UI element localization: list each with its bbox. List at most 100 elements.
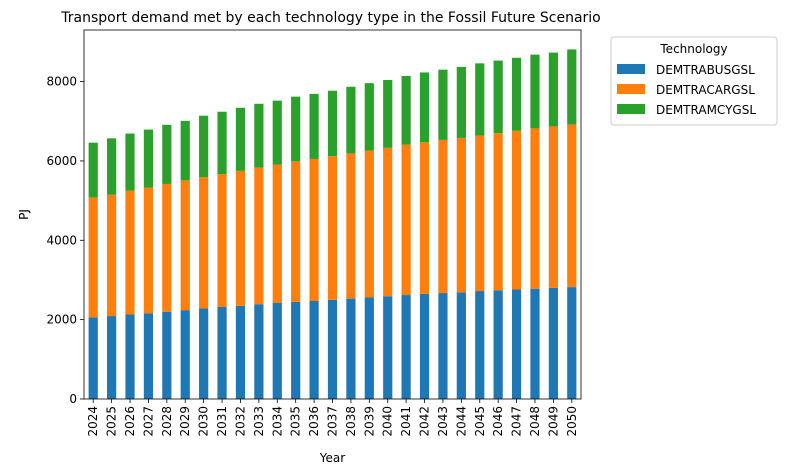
y-tick-label: 6000 xyxy=(46,154,77,168)
bar-demtrabusgsl-2035 xyxy=(291,301,301,399)
bar-demtramcygsl-2046 xyxy=(493,60,503,134)
bar-demtrabusgsl-2029 xyxy=(180,310,190,399)
bar-demtramcygsl-2036 xyxy=(309,93,319,159)
bar-demtrabusgsl-2037 xyxy=(327,299,338,399)
bar-demtrabusgsl-2040 xyxy=(383,296,393,399)
bar-demtramcygsl-2035 xyxy=(291,96,301,162)
bar-demtrabusgsl-2031 xyxy=(217,306,227,399)
bar-demtracargsl-2041 xyxy=(401,144,411,296)
legend-box xyxy=(610,36,778,126)
bar-demtracargsl-2035 xyxy=(291,161,301,302)
bar-demtrabusgsl-2047 xyxy=(511,289,522,399)
bar-demtramcygsl-2033 xyxy=(254,103,264,168)
x-tick-label: 2038 xyxy=(344,406,358,437)
bar-demtracargsl-2038 xyxy=(346,153,356,299)
bar-demtramcygsl-2024 xyxy=(88,142,98,198)
bar-demtracargsl-2027 xyxy=(143,187,154,314)
bar-demtracargsl-2039 xyxy=(364,150,374,298)
bar-demtramcygsl-2039 xyxy=(364,83,374,151)
y-axis-ticks: 0 2000 4000 6000 8000 xyxy=(46,75,84,406)
bar-demtramcygsl-2048 xyxy=(530,54,540,129)
bar-demtramcygsl-2041 xyxy=(401,76,411,145)
chart-title: Transport demand met by each technology … xyxy=(60,10,600,26)
bar-demtracargsl-2036 xyxy=(309,158,319,301)
x-tick-label: 2041 xyxy=(399,406,413,437)
bar-demtrabusgsl-2045 xyxy=(475,291,485,399)
y-tick-label: 4000 xyxy=(46,233,77,247)
bar-demtrabusgsl-2044 xyxy=(456,292,466,399)
bar-demtrabusgsl-2027 xyxy=(143,313,154,399)
bar-demtracargsl-2050 xyxy=(567,124,577,288)
bar-demtrabusgsl-2026 xyxy=(125,314,135,399)
bar-demtrabusgsl-2043 xyxy=(438,293,448,399)
legend-swatch-demtracargsl xyxy=(617,84,645,94)
bar-demtracargsl-2025 xyxy=(107,194,117,317)
bar-demtramcygsl-2028 xyxy=(162,124,172,184)
bar-demtrabusgsl-2024 xyxy=(88,317,98,399)
bar-demtrabusgsl-2030 xyxy=(199,308,209,399)
x-tick-label: 2050 xyxy=(565,406,579,437)
bar-demtracargsl-2032 xyxy=(235,170,246,306)
legend-swatch-demtramcygsl xyxy=(617,104,645,114)
x-tick-label: 2032 xyxy=(233,406,247,437)
bar-demtracargsl-2040 xyxy=(383,147,393,297)
legend-label-demtramcygsl: DEMTRAMCYGSL xyxy=(656,103,756,117)
bar-demtracargsl-2037 xyxy=(327,156,338,300)
x-tick-label: 2031 xyxy=(215,406,229,437)
bar-demtramcygsl-2032 xyxy=(235,107,246,171)
bar-demtrabusgsl-2049 xyxy=(548,287,558,399)
x-tick-label: 2033 xyxy=(252,406,266,437)
bar-demtramcygsl-2047 xyxy=(511,57,522,131)
bar-demtramcygsl-2040 xyxy=(383,79,393,148)
bar-demtracargsl-2045 xyxy=(475,135,485,292)
bar-demtrabusgsl-2042 xyxy=(419,293,430,399)
legend-swatch-demtrabusgsl xyxy=(617,64,645,74)
x-tick-label: 2025 xyxy=(105,406,119,437)
legend-items: DEMTRABUSGSL DEMTRACARGSL DEMTRAMCYGSL xyxy=(617,63,756,117)
bar-demtracargsl-2026 xyxy=(125,190,135,315)
bar-demtracargsl-2031 xyxy=(217,174,227,307)
bar-demtramcygsl-2026 xyxy=(125,133,135,191)
x-axis-label: Year xyxy=(319,451,345,465)
bar-demtramcygsl-2029 xyxy=(180,120,190,181)
x-tick-label: 2029 xyxy=(178,406,192,437)
bar-demtramcygsl-2043 xyxy=(438,69,448,140)
bar-demtrabusgsl-2038 xyxy=(346,298,356,399)
bar-demtracargsl-2024 xyxy=(88,197,98,318)
bar-demtracargsl-2043 xyxy=(438,139,448,294)
bar-demtrabusgsl-2036 xyxy=(309,300,319,399)
x-tick-label: 2049 xyxy=(546,406,560,437)
x-tick-label: 2045 xyxy=(473,406,487,437)
x-tick-label: 2039 xyxy=(362,406,376,437)
x-tick-label: 2035 xyxy=(289,406,303,437)
bar-demtramcygsl-2044 xyxy=(456,66,466,138)
bar-demtramcygsl-2034 xyxy=(272,100,282,165)
x-tick-label: 2027 xyxy=(141,406,155,437)
bar-demtramcygsl-2045 xyxy=(475,63,485,136)
bar-demtramcygsl-2049 xyxy=(548,52,558,127)
bar-demtrabusgsl-2025 xyxy=(107,316,117,399)
bar-demtracargsl-2049 xyxy=(548,126,558,288)
x-tick-label: 2046 xyxy=(491,406,505,437)
bar-demtramcygsl-2042 xyxy=(419,72,430,143)
x-tick-label: 2044 xyxy=(454,406,468,437)
bar-demtramcygsl-2025 xyxy=(107,138,117,195)
bar-demtracargsl-2028 xyxy=(162,183,172,312)
bar-demtracargsl-2044 xyxy=(456,137,466,293)
bar-demtracargsl-2046 xyxy=(493,133,503,291)
bar-demtracargsl-2042 xyxy=(419,142,430,294)
bar-demtracargsl-2030 xyxy=(199,177,209,309)
y-axis-label: PJ xyxy=(17,209,31,220)
x-axis-ticks: 2024 2025 2026 2027 2028 2029 2030 2031 2032 2033… xyxy=(86,399,579,437)
bars-group xyxy=(88,49,577,399)
x-tick-label: 2047 xyxy=(510,406,524,437)
bar-demtrabusgsl-2028 xyxy=(162,311,172,399)
x-tick-label: 2042 xyxy=(418,406,432,437)
bar-demtramcygsl-2050 xyxy=(567,49,577,125)
bar-demtramcygsl-2027 xyxy=(143,129,154,188)
bar-demtrabusgsl-2048 xyxy=(530,288,540,399)
bar-demtracargsl-2033 xyxy=(254,167,264,305)
bar-demtrabusgsl-2033 xyxy=(254,304,264,399)
x-tick-label: 2036 xyxy=(307,406,321,437)
